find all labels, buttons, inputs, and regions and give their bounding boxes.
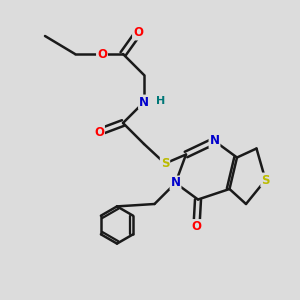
Text: O: O: [191, 220, 202, 233]
Text: N: N: [139, 95, 149, 109]
Text: S: S: [261, 173, 270, 187]
Text: N: N: [209, 134, 220, 148]
Text: N: N: [170, 176, 181, 190]
Text: O: O: [94, 125, 104, 139]
Text: O: O: [97, 47, 107, 61]
Text: O: O: [133, 26, 143, 40]
Text: S: S: [161, 157, 169, 170]
Text: H: H: [156, 95, 165, 106]
